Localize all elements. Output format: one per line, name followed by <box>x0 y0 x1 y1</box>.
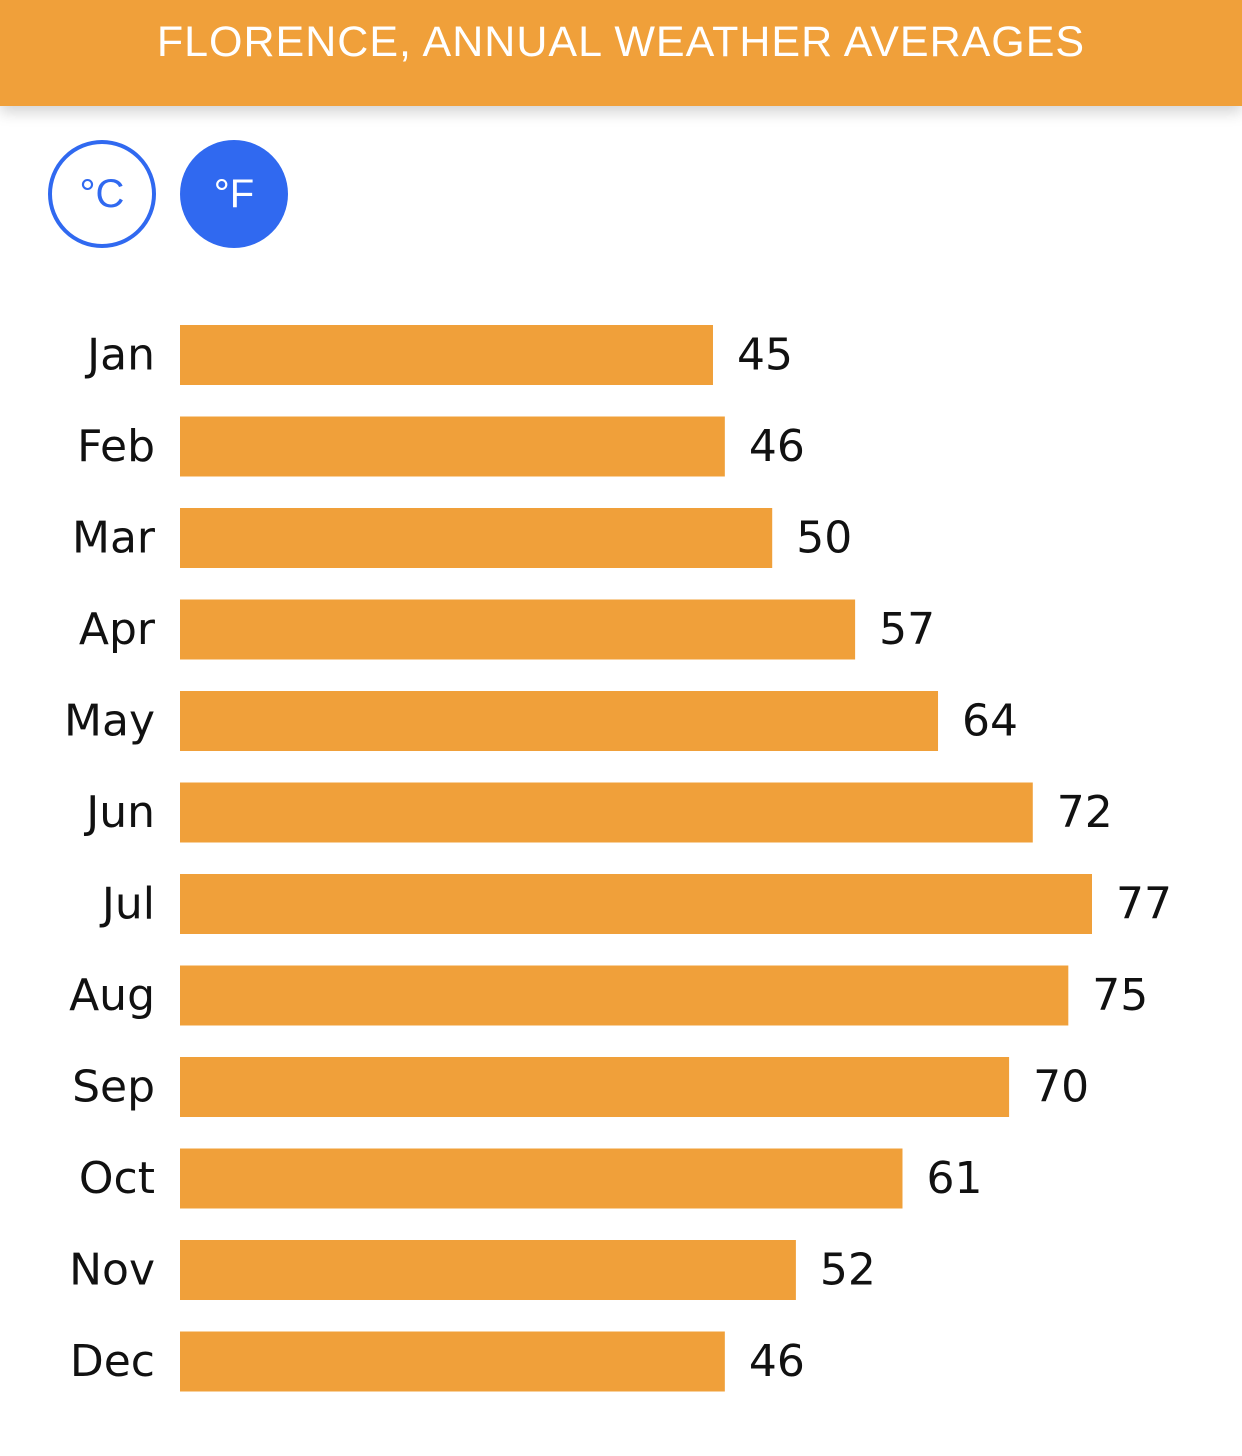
value-label-aug: 75 <box>1092 970 1148 1021</box>
value-label-nov: 52 <box>820 1245 876 1296</box>
month-label-aug: Aug <box>69 970 155 1021</box>
month-label-dec: Dec <box>70 1336 155 1387</box>
value-label-mar: 50 <box>796 513 852 564</box>
bar-oct <box>180 1148 903 1209</box>
month-label-apr: Apr <box>79 604 156 655</box>
bar-jan <box>180 325 713 385</box>
month-label-feb: Feb <box>77 421 155 472</box>
month-label-oct: Oct <box>79 1153 155 1204</box>
value-label-jul: 77 <box>1116 879 1172 930</box>
bar-dec <box>180 1331 725 1392</box>
unit-toggle: °C °F <box>48 140 288 248</box>
value-label-feb: 46 <box>749 421 805 472</box>
value-label-oct: 61 <box>926 1153 982 1204</box>
bar-jul <box>180 874 1092 934</box>
bar-mar <box>180 508 773 568</box>
value-label-jan: 45 <box>737 330 793 381</box>
celsius-button[interactable]: °C <box>48 140 156 248</box>
month-label-mar: Mar <box>72 513 156 564</box>
page-title: FLORENCE, ANNUAL WEATHER AVERAGES <box>156 17 1086 66</box>
month-label-sep: Sep <box>72 1062 155 1113</box>
month-label-jun: Jun <box>83 787 155 838</box>
header-bar: FLORENCE, ANNUAL WEATHER AVERAGES <box>0 0 1242 106</box>
bar-nov <box>180 1240 796 1300</box>
month-label-jan: Jan <box>84 330 155 381</box>
month-label-nov: Nov <box>69 1245 155 1296</box>
value-label-jun: 72 <box>1057 787 1113 838</box>
value-label-sep: 70 <box>1033 1062 1089 1113</box>
value-label-dec: 46 <box>749 1336 805 1387</box>
bar-jun <box>180 782 1033 843</box>
month-label-jul: Jul <box>99 879 155 930</box>
fahrenheit-button[interactable]: °F <box>180 140 288 248</box>
month-label-may: May <box>64 696 155 747</box>
value-label-may: 64 <box>962 696 1018 747</box>
bar-feb <box>180 416 725 477</box>
value-label-apr: 57 <box>879 604 935 655</box>
bar-sep <box>180 1057 1010 1117</box>
bar-apr <box>180 599 856 660</box>
bar-aug <box>180 965 1069 1026</box>
bar-may <box>180 691 939 751</box>
